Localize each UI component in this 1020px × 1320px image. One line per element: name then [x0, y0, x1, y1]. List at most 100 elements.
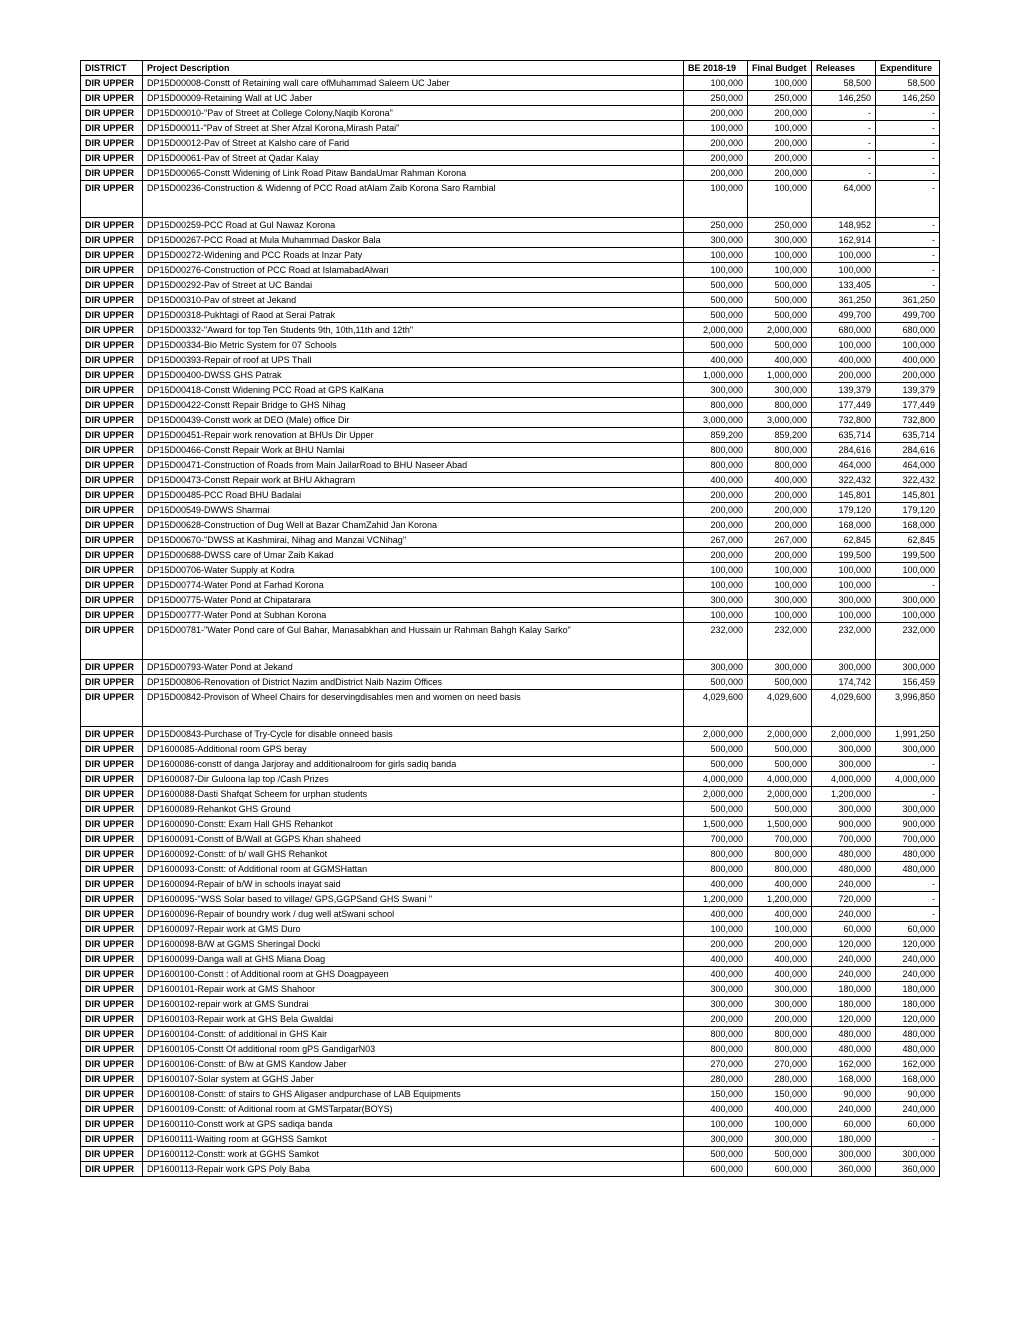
cell-exp: 200,000	[876, 368, 940, 383]
cell-district: DIR UPPER	[81, 181, 143, 218]
cell-description: DP15D00418-Constt Widening PCC Road at G…	[143, 383, 684, 398]
cell-district: DIR UPPER	[81, 233, 143, 248]
cell-rel: 139,379	[812, 383, 876, 398]
table-row: DIR UPPERDP15D00061-Pav of Street at Qad…	[81, 151, 940, 166]
cell-exp: 300,000	[876, 802, 940, 817]
cell-rel: 400,000	[812, 353, 876, 368]
cell-rel: 60,000	[812, 922, 876, 937]
cell-be: 4,000,000	[684, 772, 748, 787]
cell-exp: 240,000	[876, 1102, 940, 1117]
cell-description: DP1600094-Repair of b/W in schools inaya…	[143, 877, 684, 892]
cell-description: DP1600090-Constt: Exam Hall GHS Rehankot	[143, 817, 684, 832]
cell-exp: 179,120	[876, 503, 940, 518]
cell-district: DIR UPPER	[81, 248, 143, 263]
cell-fb: 1,000,000	[748, 368, 812, 383]
cell-district: DIR UPPER	[81, 967, 143, 982]
cell-exp: 400,000	[876, 353, 940, 368]
cell-exp: 322,432	[876, 473, 940, 488]
cell-description: DP1600085-Additional room GPS beray	[143, 742, 684, 757]
cell-fb: 200,000	[748, 166, 812, 181]
cell-be: 400,000	[684, 967, 748, 982]
cell-district: DIR UPPER	[81, 413, 143, 428]
cell-be: 100,000	[684, 922, 748, 937]
cell-be: 500,000	[684, 742, 748, 757]
cell-be: 3,000,000	[684, 413, 748, 428]
cell-be: 400,000	[684, 952, 748, 967]
cell-exp: -	[876, 166, 940, 181]
cell-description: DP15D00267-PCC Road at Mula Muhammad Das…	[143, 233, 684, 248]
cell-description: DP1600110-Constt work at GPS sadiqa band…	[143, 1117, 684, 1132]
cell-fb: 200,000	[748, 151, 812, 166]
cell-be: 200,000	[684, 937, 748, 952]
cell-description: DP1600087-Dir Guloona lap top /Cash Priz…	[143, 772, 684, 787]
cell-description: DP1600099-Danga wall at GHS Miana Doag	[143, 952, 684, 967]
cell-exp: -	[876, 757, 940, 772]
cell-rel: 177,449	[812, 398, 876, 413]
cell-district: DIR UPPER	[81, 757, 143, 772]
cell-be: 700,000	[684, 832, 748, 847]
cell-exp: 480,000	[876, 847, 940, 862]
cell-be: 300,000	[684, 982, 748, 997]
cell-fb: 300,000	[748, 982, 812, 997]
cell-district: DIR UPPER	[81, 727, 143, 742]
cell-rel: 179,120	[812, 503, 876, 518]
col-description: Project Description	[143, 61, 684, 76]
cell-description: DP15D00276-Construction of PCC Road at I…	[143, 263, 684, 278]
cell-be: 200,000	[684, 151, 748, 166]
table-row: DIR UPPERDP15D00471-Construction of Road…	[81, 458, 940, 473]
cell-rel: 322,432	[812, 473, 876, 488]
cell-rel: 1,200,000	[812, 787, 876, 802]
cell-district: DIR UPPER	[81, 106, 143, 121]
cell-be: 500,000	[684, 802, 748, 817]
cell-fb: 200,000	[748, 518, 812, 533]
cell-be: 800,000	[684, 847, 748, 862]
cell-district: DIR UPPER	[81, 488, 143, 503]
cell-fb: 100,000	[748, 181, 812, 218]
cell-rel: 300,000	[812, 1147, 876, 1162]
table-row: DIR UPPERDP15D00010-"Pav of Street at Co…	[81, 106, 940, 121]
table-row: DIR UPPERDP1600093-Constt: of Additional…	[81, 862, 940, 877]
cell-fb: 700,000	[748, 832, 812, 847]
cell-district: DIR UPPER	[81, 353, 143, 368]
table-row: DIR UPPERDP15D00806-Renovation of Distri…	[81, 675, 940, 690]
table-row: DIR UPPERDP1600094-Repair of b/W in scho…	[81, 877, 940, 892]
cell-be: 500,000	[684, 293, 748, 308]
cell-be: 250,000	[684, 218, 748, 233]
cell-rel: 300,000	[812, 802, 876, 817]
cell-fb: 100,000	[748, 263, 812, 278]
cell-be: 200,000	[684, 106, 748, 121]
cell-exp: 180,000	[876, 982, 940, 997]
cell-fb: 200,000	[748, 1012, 812, 1027]
table-row: DIR UPPERDP1600086-constt of danga Jarjo…	[81, 757, 940, 772]
cell-rel: 148,952	[812, 218, 876, 233]
cell-district: DIR UPPER	[81, 518, 143, 533]
cell-exp: 284,616	[876, 443, 940, 458]
cell-rel: 732,800	[812, 413, 876, 428]
cell-rel: 58,500	[812, 76, 876, 91]
cell-exp: 168,000	[876, 518, 940, 533]
cell-description: DP1600106-Constt: of B/w at GMS Kandow J…	[143, 1057, 684, 1072]
cell-exp: -	[876, 218, 940, 233]
cell-rel: 168,000	[812, 518, 876, 533]
cell-fb: 150,000	[748, 1087, 812, 1102]
table-row: DIR UPPERDP15D00008-Constt of Retaining …	[81, 76, 940, 91]
cell-be: 200,000	[684, 1012, 748, 1027]
cell-be: 1,200,000	[684, 892, 748, 907]
table-row: DIR UPPERDP15D00843-Purchase of Try-Cycl…	[81, 727, 940, 742]
cell-district: DIR UPPER	[81, 847, 143, 862]
cell-district: DIR UPPER	[81, 892, 143, 907]
cell-fb: 300,000	[748, 593, 812, 608]
cell-fb: 100,000	[748, 121, 812, 136]
cell-rel: 180,000	[812, 1132, 876, 1147]
cell-district: DIR UPPER	[81, 151, 143, 166]
cell-district: DIR UPPER	[81, 772, 143, 787]
cell-be: 200,000	[684, 166, 748, 181]
cell-district: DIR UPPER	[81, 503, 143, 518]
cell-fb: 100,000	[748, 578, 812, 593]
cell-rel: -	[812, 166, 876, 181]
cell-rel: 145,801	[812, 488, 876, 503]
cell-exp: 100,000	[876, 563, 940, 578]
cell-district: DIR UPPER	[81, 690, 143, 727]
cell-exp: 146,250	[876, 91, 940, 106]
cell-description: DP15D00236-Construction & Widenng of PCC…	[143, 181, 684, 218]
